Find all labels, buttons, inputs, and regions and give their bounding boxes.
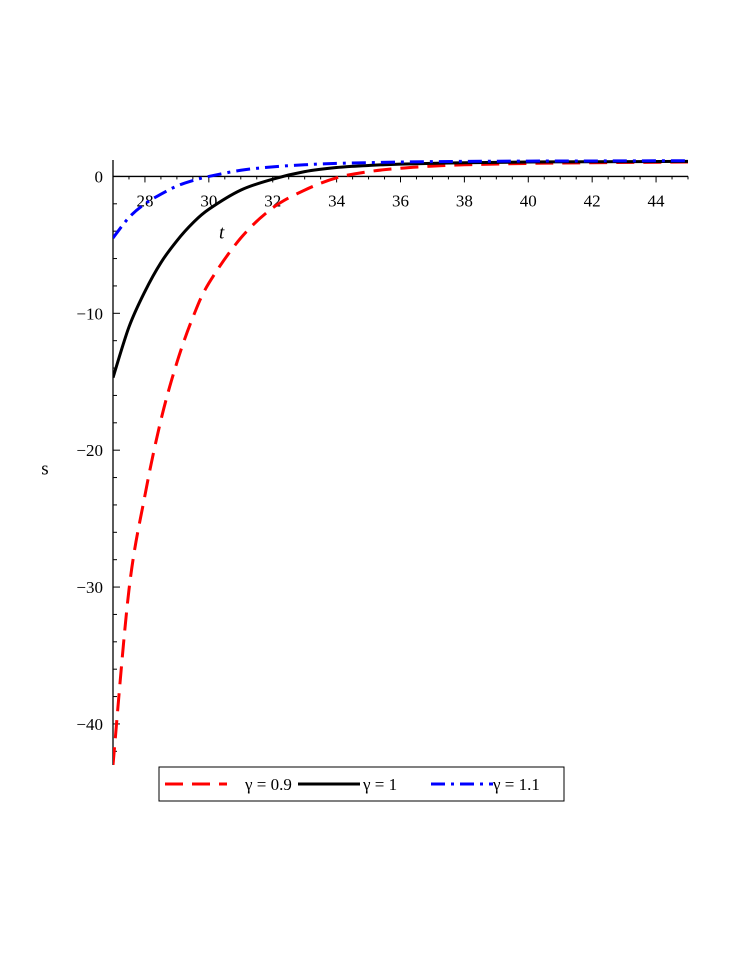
x-tick-label: 32 <box>264 191 281 210</box>
legend-label: γ = 1 <box>362 775 397 794</box>
y-ticks: 0 −10 −20 −30 −40 <box>76 167 120 752</box>
y-tick-label: −10 <box>76 304 103 323</box>
y-tick-label: −20 <box>76 441 103 460</box>
y-axis-label: s <box>41 459 48 480</box>
x-tick-label: 38 <box>456 191 473 210</box>
x-tick-label: 42 <box>584 191 601 210</box>
x-tick-label: 34 <box>328 191 346 210</box>
series-layer <box>113 159 688 765</box>
axes <box>112 160 688 765</box>
series-line <box>113 159 688 379</box>
legend: γ = 0.9 γ = 1 γ = 1.1 <box>158 766 565 802</box>
series-line <box>113 160 688 765</box>
x-axis-label: t <box>219 222 225 243</box>
legend-label: γ = 0.9 <box>244 775 292 794</box>
legend-label: γ = 1.1 <box>492 775 540 794</box>
y-tick-label: −40 <box>76 715 103 734</box>
x-tick-label: 36 <box>392 191 409 210</box>
x-ticks: 28 30 32 34 36 38 40 42 44 <box>112 176 689 210</box>
y-tick-label: −30 <box>76 578 103 597</box>
x-tick-label: 44 <box>648 191 666 210</box>
series-line <box>113 159 688 239</box>
x-tick-label: 40 <box>520 191 537 210</box>
y-tick-label: 0 <box>95 167 104 186</box>
